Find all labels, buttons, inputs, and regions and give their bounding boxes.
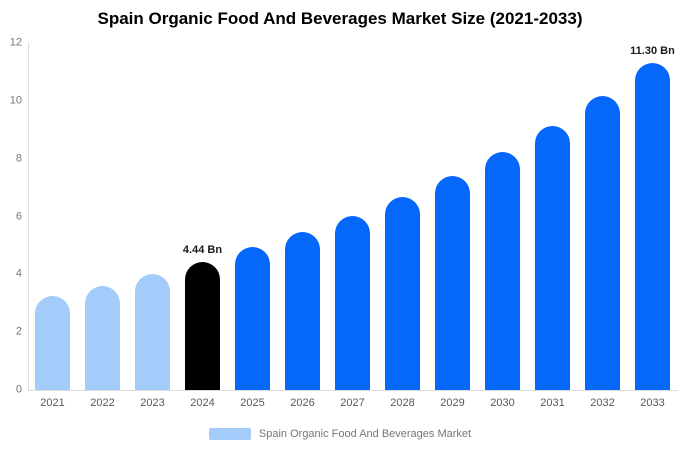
bar-2031 <box>535 126 570 390</box>
bar-2033 <box>635 63 670 390</box>
x-axis-label-2028: 2028 <box>390 397 415 409</box>
x-axis-label-2022: 2022 <box>90 397 115 409</box>
bar-2030 <box>485 152 520 390</box>
legend-label: Spain Organic Food And Beverages Market <box>258 428 472 440</box>
y-axis-tick-label: 4 <box>15 267 22 280</box>
legend-swatch <box>208 428 251 440</box>
y-axis-tick-label: 10 <box>9 94 22 107</box>
bar-value-label-2033: 11.30 Bn <box>630 45 675 58</box>
y-axis-tick-label: 0 <box>15 383 22 396</box>
x-axis-label-2023: 2023 <box>140 397 165 409</box>
y-axis-tick-label: 8 <box>15 152 22 165</box>
bar-2027 <box>335 215 370 390</box>
bar-2026 <box>285 232 320 390</box>
x-axis-line <box>28 390 678 391</box>
chart-title: Spain Organic Food And Beverages Market … <box>97 9 583 28</box>
bar-2021 <box>35 296 70 390</box>
bar-2022 <box>85 285 120 390</box>
x-axis-label-2033: 2033 <box>640 397 665 409</box>
y-axis-line <box>28 43 29 391</box>
bar-2024 <box>185 261 220 390</box>
x-axis-label-2031: 2031 <box>540 397 565 409</box>
x-axis-label-2030: 2030 <box>490 397 515 409</box>
x-axis-label-2032: 2032 <box>590 397 615 409</box>
y-axis-tick-label: 2 <box>15 325 22 338</box>
bar-2023 <box>135 274 170 390</box>
bar-2028 <box>385 196 420 390</box>
y-axis-tick-label: 12 <box>9 36 22 49</box>
x-axis-label-2025: 2025 <box>240 397 265 409</box>
x-axis-label-2026: 2026 <box>290 397 315 409</box>
bar-2032 <box>585 96 620 390</box>
bar-2029 <box>435 176 470 390</box>
bar-value-label-2024: 4.44 Bn <box>182 243 223 256</box>
x-axis-label-2024: 2024 <box>190 397 215 409</box>
y-axis-tick-label: 6 <box>15 210 22 222</box>
bar-2025 <box>235 247 270 390</box>
x-axis-label-2021: 2021 <box>40 397 65 409</box>
x-axis-label-2027: 2027 <box>340 397 365 409</box>
x-axis-label-2029: 2029 <box>440 397 465 409</box>
legend: Spain Organic Food And Beverages Market <box>0 426 680 442</box>
